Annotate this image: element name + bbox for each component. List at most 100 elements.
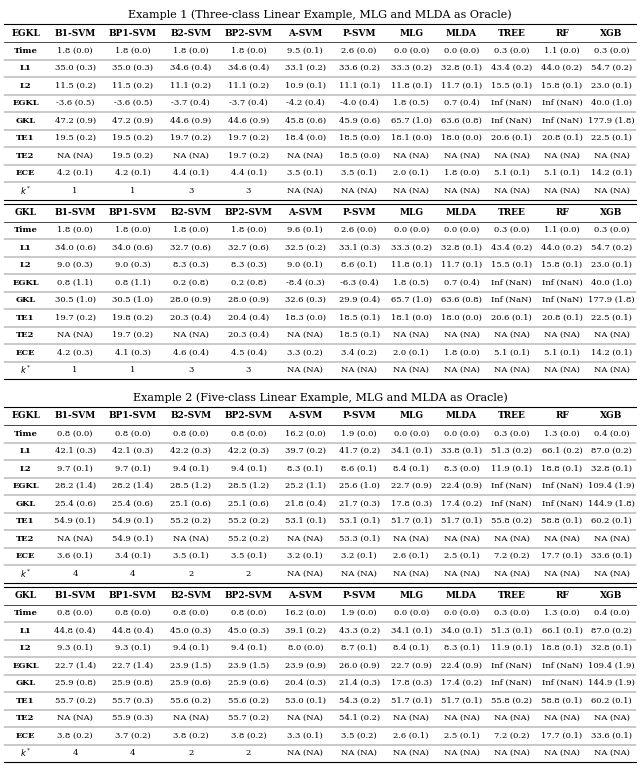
Text: MLG: MLG	[399, 29, 423, 37]
Text: 55.7 (0.3): 55.7 (0.3)	[113, 697, 154, 705]
Text: 4: 4	[72, 750, 78, 757]
Text: 19.7 (0.2): 19.7 (0.2)	[228, 134, 269, 142]
Text: 4.2 (0.3): 4.2 (0.3)	[57, 348, 93, 357]
Text: 28.2 (1.4): 28.2 (1.4)	[54, 482, 95, 490]
Text: EGKL: EGKL	[12, 662, 39, 670]
Text: 47.2 (0.9): 47.2 (0.9)	[54, 116, 95, 125]
Text: 54.7 (0.2): 54.7 (0.2)	[591, 244, 632, 251]
Text: GKL: GKL	[15, 679, 36, 688]
Text: MLDA: MLDA	[446, 29, 477, 37]
Text: 22.7 (0.9): 22.7 (0.9)	[391, 482, 431, 490]
Text: 23.0 (0.1): 23.0 (0.1)	[591, 81, 632, 90]
Text: 42.2 (0.3): 42.2 (0.3)	[170, 447, 211, 456]
Text: 0.0 (0.0): 0.0 (0.0)	[394, 609, 429, 617]
Text: $k^*$: $k^*$	[20, 747, 31, 760]
Text: 53.1 (0.1): 53.1 (0.1)	[339, 518, 380, 525]
Text: 25.6 (1.0): 25.6 (1.0)	[339, 482, 380, 490]
Text: 33.6 (0.2): 33.6 (0.2)	[339, 64, 380, 72]
Text: MLDA: MLDA	[446, 411, 477, 421]
Text: NA (NA): NA (NA)	[494, 152, 530, 160]
Text: NA (NA): NA (NA)	[57, 331, 93, 339]
Text: 8.0 (0.0): 8.0 (0.0)	[287, 644, 323, 653]
Text: Time: Time	[13, 609, 38, 617]
Text: 3.5 (0.1): 3.5 (0.1)	[173, 553, 209, 560]
Text: 17.4 (0.2): 17.4 (0.2)	[441, 679, 482, 688]
Text: Inf (NaN): Inf (NaN)	[541, 500, 582, 508]
Text: NA (NA): NA (NA)	[287, 366, 323, 374]
Text: NA (NA): NA (NA)	[444, 187, 479, 195]
Text: 18.0 (0.0): 18.0 (0.0)	[441, 314, 482, 322]
Text: 32.8 (0.1): 32.8 (0.1)	[441, 244, 482, 251]
Text: EGKL: EGKL	[12, 99, 39, 107]
Text: TE2: TE2	[17, 152, 35, 160]
Text: NA (NA): NA (NA)	[173, 535, 209, 542]
Text: 3.6 (0.1): 3.6 (0.1)	[58, 553, 93, 560]
Text: 2: 2	[246, 750, 251, 757]
Text: 25.1 (0.6): 25.1 (0.6)	[170, 500, 211, 508]
Text: 25.9 (0.6): 25.9 (0.6)	[170, 679, 211, 688]
Text: 7.2 (0.2): 7.2 (0.2)	[494, 553, 529, 560]
Text: 2.0 (0.1): 2.0 (0.1)	[394, 169, 429, 177]
Text: 0.2 (0.8): 0.2 (0.8)	[173, 279, 209, 287]
Text: 18.1 (0.0): 18.1 (0.0)	[390, 314, 432, 322]
Text: B2-SVM: B2-SVM	[170, 591, 211, 600]
Text: 21.7 (0.3): 21.7 (0.3)	[339, 500, 380, 508]
Text: XGB: XGB	[600, 208, 623, 217]
Text: A-SVM: A-SVM	[288, 208, 323, 217]
Text: NA (NA): NA (NA)	[287, 714, 323, 722]
Text: 58.8 (0.1): 58.8 (0.1)	[541, 518, 582, 525]
Text: P-SVM: P-SVM	[342, 591, 376, 600]
Text: MLDA: MLDA	[446, 208, 477, 217]
Text: TREE: TREE	[498, 591, 525, 600]
Text: P-SVM: P-SVM	[342, 29, 376, 37]
Text: 45.0 (0.3): 45.0 (0.3)	[228, 627, 269, 635]
Text: TREE: TREE	[498, 29, 525, 37]
Text: 11.1 (0.2): 11.1 (0.2)	[228, 81, 269, 90]
Text: NA (NA): NA (NA)	[341, 187, 377, 195]
Text: 9.6 (0.1): 9.6 (0.1)	[287, 227, 323, 234]
Text: 54.9 (0.1): 54.9 (0.1)	[112, 518, 154, 525]
Text: 8.7 (0.1): 8.7 (0.1)	[341, 644, 377, 653]
Text: 19.7 (0.2): 19.7 (0.2)	[113, 331, 154, 339]
Text: 109.4 (1.9): 109.4 (1.9)	[588, 662, 635, 670]
Text: 53.0 (0.1): 53.0 (0.1)	[285, 697, 326, 705]
Text: NA (NA): NA (NA)	[494, 570, 530, 578]
Text: 17.7 (0.1): 17.7 (0.1)	[541, 732, 582, 740]
Text: 20.6 (0.1): 20.6 (0.1)	[492, 134, 532, 142]
Text: 60.2 (0.1): 60.2 (0.1)	[591, 697, 632, 705]
Text: 9.5 (0.1): 9.5 (0.1)	[287, 47, 323, 55]
Text: 8.3 (0.0): 8.3 (0.0)	[444, 465, 479, 473]
Text: NA (NA): NA (NA)	[393, 750, 429, 757]
Text: 9.0 (0.3): 9.0 (0.3)	[115, 262, 151, 269]
Text: 8.3 (0.1): 8.3 (0.1)	[287, 465, 323, 473]
Text: NA (NA): NA (NA)	[494, 714, 530, 722]
Text: 0.3 (0.0): 0.3 (0.0)	[494, 609, 529, 617]
Text: 23.9 (1.5): 23.9 (1.5)	[228, 662, 269, 670]
Text: 17.7 (0.1): 17.7 (0.1)	[541, 553, 582, 560]
Text: NA (NA): NA (NA)	[494, 187, 530, 195]
Text: 25.9 (0.8): 25.9 (0.8)	[113, 679, 154, 688]
Text: 29.9 (0.4): 29.9 (0.4)	[339, 296, 380, 304]
Text: 21.8 (0.4): 21.8 (0.4)	[285, 500, 326, 508]
Text: RF: RF	[555, 411, 569, 421]
Text: EGKL: EGKL	[12, 482, 39, 490]
Text: NA (NA): NA (NA)	[57, 714, 93, 722]
Text: NA (NA): NA (NA)	[173, 714, 209, 722]
Text: -6.3 (0.4): -6.3 (0.4)	[340, 279, 378, 287]
Text: NA (NA): NA (NA)	[544, 714, 580, 722]
Text: BP2-SVM: BP2-SVM	[225, 411, 273, 421]
Text: 3: 3	[246, 366, 252, 374]
Text: 23.9 (1.5): 23.9 (1.5)	[170, 662, 211, 670]
Text: 1.8 (0.0): 1.8 (0.0)	[231, 227, 266, 234]
Text: GKL: GKL	[15, 591, 36, 600]
Text: 32.7 (0.6): 32.7 (0.6)	[170, 244, 211, 251]
Text: 33.3 (0.2): 33.3 (0.2)	[390, 64, 432, 72]
Text: 1: 1	[72, 187, 78, 195]
Text: NA (NA): NA (NA)	[544, 570, 580, 578]
Text: 0.0 (0.0): 0.0 (0.0)	[394, 227, 429, 234]
Text: 33.6 (0.1): 33.6 (0.1)	[591, 553, 632, 560]
Text: NA (NA): NA (NA)	[57, 152, 93, 160]
Text: B1-SVM: B1-SVM	[54, 591, 96, 600]
Text: 4: 4	[72, 570, 78, 578]
Text: Inf (NaN): Inf (NaN)	[541, 296, 582, 304]
